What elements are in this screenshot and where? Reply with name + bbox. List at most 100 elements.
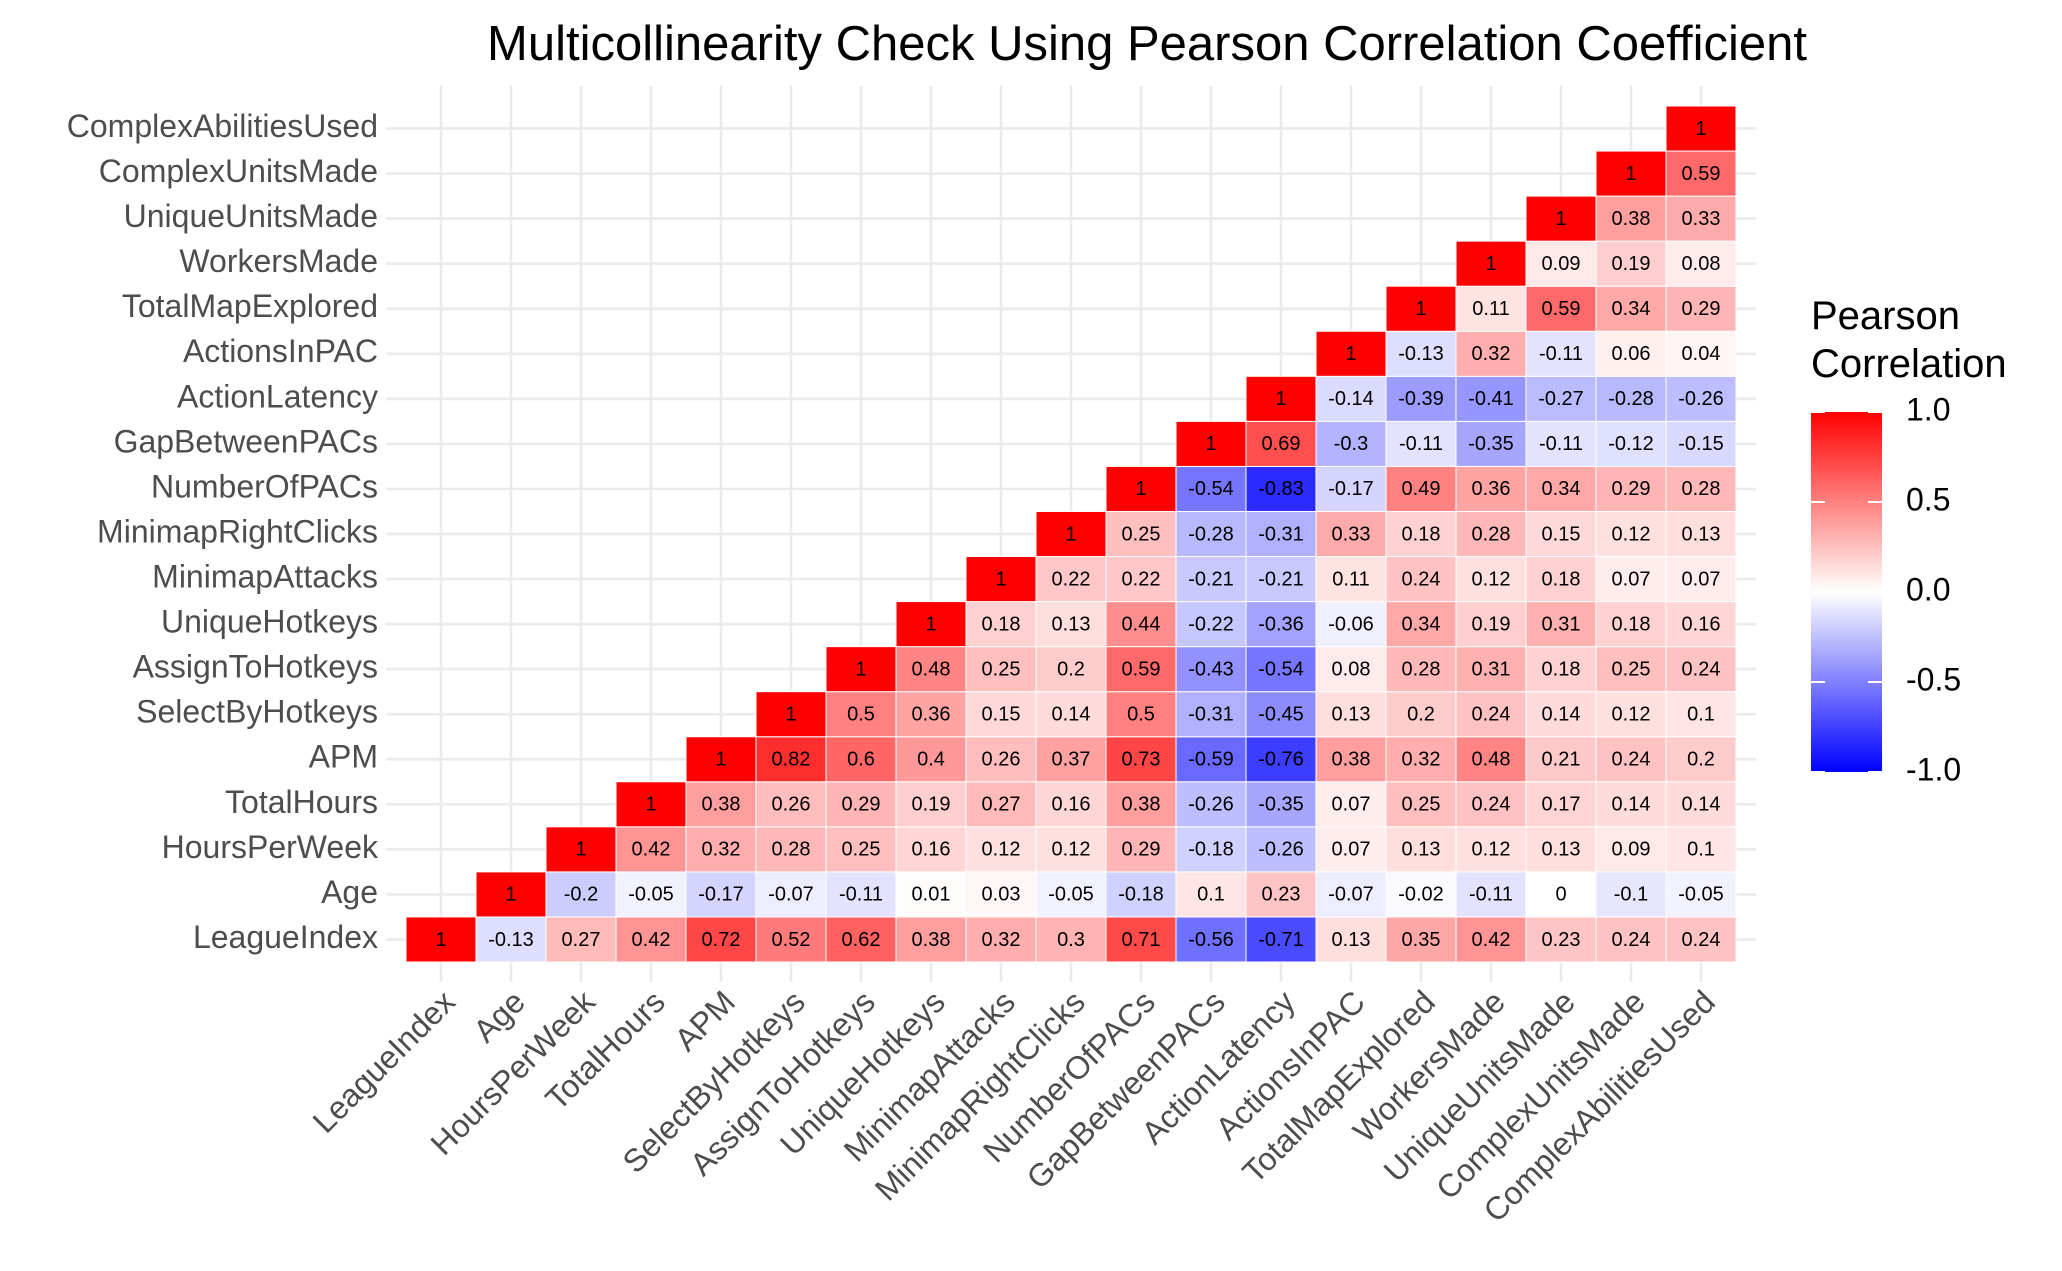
cell-label: -0.71 (1258, 929, 1304, 951)
heatmap-cell (895, 916, 967, 963)
cell-label: 1 (1205, 433, 1216, 455)
cell-label: 0.32 (982, 929, 1021, 951)
cell-label: 0.18 (1542, 568, 1581, 590)
cell-label: -0.18 (1118, 884, 1164, 906)
heatmap-cell (1525, 691, 1597, 738)
cell-label: 0.22 (1122, 568, 1161, 590)
cell-label: -0.28 (1188, 523, 1234, 545)
cell-label: 0.18 (982, 613, 1021, 635)
heatmap-cell (1455, 871, 1527, 918)
heatmap-cell (1595, 420, 1667, 467)
heatmap-cell (1175, 826, 1247, 873)
heatmap-cell (1525, 420, 1597, 467)
y-tick-label: TotalHours (225, 784, 378, 820)
heatmap-cell (1455, 285, 1527, 332)
heatmap-cell (1385, 916, 1457, 963)
y-tick-label: NumberOfPACs (151, 468, 378, 504)
heatmap-cell (1315, 871, 1387, 918)
cell-label: 0.26 (982, 749, 1021, 771)
heatmap-cell (755, 736, 827, 783)
cell-label: 0.26 (772, 794, 811, 816)
y-tick-label: WorkersMade (179, 243, 378, 279)
cell-label: 0.1 (1197, 884, 1225, 906)
heatmap-cell (1315, 375, 1387, 422)
cell-label: 0.29 (1122, 839, 1161, 861)
cell-label: 0.16 (1682, 613, 1721, 635)
heatmap-cell (1245, 826, 1317, 873)
heatmap-cell (685, 916, 757, 963)
heatmap-cell (1595, 150, 1667, 197)
heatmap-cell (1385, 601, 1457, 648)
cell-label: 0.13 (1542, 839, 1581, 861)
cell-label: 0.37 (1052, 749, 1091, 771)
cell-label: 1 (855, 658, 866, 680)
cell-label: 0.29 (842, 794, 881, 816)
heatmap-cell (1385, 646, 1457, 693)
cell-label: -0.21 (1188, 568, 1234, 590)
cell-label: -0.1 (1614, 884, 1648, 906)
cell-label: 1 (995, 568, 1006, 590)
heatmap-cell (1105, 601, 1177, 648)
heatmap-cell (1105, 691, 1177, 738)
heatmap-cell (1245, 510, 1317, 558)
cell-label: 0.2 (1687, 749, 1715, 771)
legend-title: Pearson Correlation (1811, 294, 2007, 386)
cell-label: 0.5 (847, 703, 875, 725)
cell-label: 0.24 (1472, 794, 1511, 816)
cell-label: 0.08 (1682, 253, 1721, 275)
cell-label: 0.09 (1542, 253, 1581, 275)
y-tick-label: ActionLatency (177, 378, 378, 414)
y-tick-label: ActionsInPAC (183, 333, 378, 369)
heatmap-cell (1385, 691, 1457, 738)
cell-label: 0.21 (1542, 749, 1581, 771)
cell-label: 0.19 (1612, 253, 1651, 275)
heatmap-cell (1665, 826, 1737, 873)
heatmap-cell (1315, 330, 1387, 377)
cell-label: 0.04 (1682, 343, 1721, 365)
cell-label: 0.52 (772, 929, 811, 951)
cell-label: -0.26 (1188, 794, 1234, 816)
heatmap-cell (755, 916, 827, 963)
heatmap-cell (1665, 871, 1737, 918)
heatmap-cell (1665, 781, 1737, 828)
cell-label: -0.31 (1188, 703, 1234, 725)
cell-label: 0.27 (982, 794, 1021, 816)
heatmap-cell (1315, 510, 1387, 558)
cell-label: 1 (1625, 163, 1636, 185)
cell-label: -0.05 (628, 884, 674, 906)
heatmap-cell (1525, 826, 1597, 873)
cell-label: 0.59 (1682, 163, 1721, 185)
y-tick-label: GapBetweenPACs (114, 423, 378, 459)
cell-label: -0.05 (1048, 884, 1094, 906)
cell-label: 0.28 (1402, 658, 1441, 680)
cell-label: 0.4 (917, 749, 945, 771)
cell-label: 0.24 (1612, 929, 1651, 951)
cell-label: 0.27 (562, 929, 601, 951)
heatmap-cell (1525, 465, 1597, 512)
heatmap-cell (1245, 375, 1317, 422)
cell-label: -0.17 (698, 884, 744, 906)
heatmap-cell (755, 691, 827, 738)
heatmap-cell (1175, 646, 1247, 693)
cell-label: 1 (785, 703, 796, 725)
cell-label: -0.43 (1188, 658, 1234, 680)
cell-label: 0.13 (1332, 703, 1371, 725)
heatmap-cell (1105, 510, 1177, 558)
cell-label: 0.38 (1122, 794, 1161, 816)
cell-label: 0.13 (1402, 839, 1441, 861)
cell-label: -0.11 (1539, 433, 1583, 455)
cell-label: 0.29 (1682, 298, 1721, 320)
heatmap-cell (1175, 420, 1247, 467)
heatmap-cell (1245, 691, 1317, 738)
cell-label: 0.62 (842, 929, 881, 951)
heatmap-cell (1245, 420, 1317, 467)
heatmap-cell (825, 691, 897, 738)
cell-label: 1 (715, 749, 726, 771)
cell-label: 0.49 (1402, 478, 1441, 500)
heatmap-cell (1595, 601, 1667, 648)
cell-label: 0.17 (1542, 794, 1581, 816)
cell-label: 0.14 (1682, 794, 1721, 816)
cell-label: 0.36 (912, 703, 951, 725)
heatmap-cell (1175, 556, 1247, 603)
heatmap-cell (1105, 736, 1177, 783)
